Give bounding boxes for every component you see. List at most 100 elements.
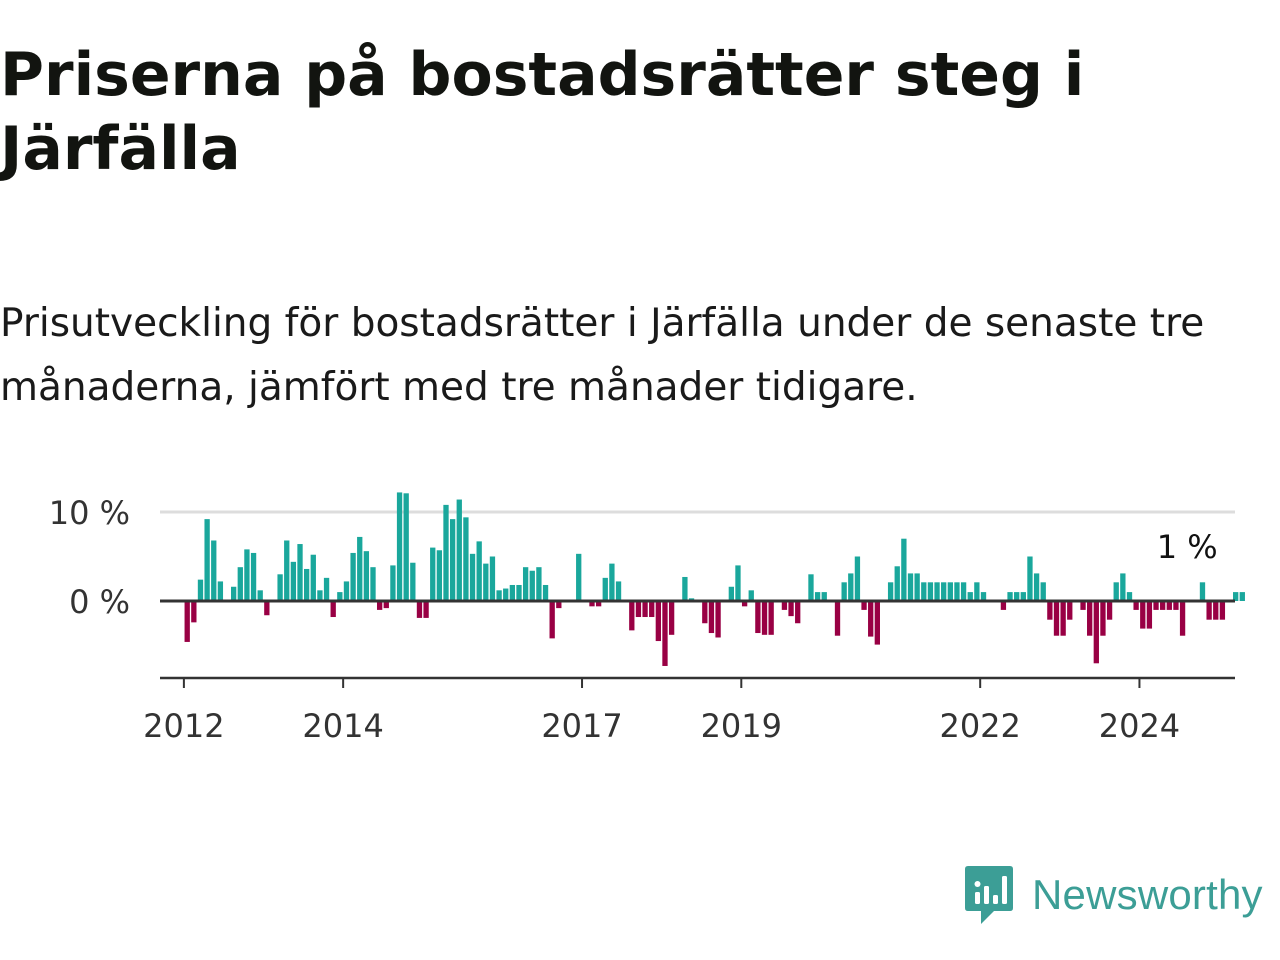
- bar-layer: [184, 492, 1245, 666]
- bar-2015-10: [483, 563, 489, 601]
- bar-2014-01: [343, 581, 350, 601]
- bar-2013-09: [317, 590, 323, 601]
- bar-2023-06: [1093, 601, 1099, 664]
- bar-2019-09: [795, 601, 801, 624]
- bar-undefined: [1213, 601, 1219, 620]
- bar-undefined: [1239, 592, 1245, 601]
- y-tick-label: 0 %: [69, 583, 130, 621]
- bar-2022-07: [1020, 592, 1026, 601]
- bar-2015-07: [463, 517, 469, 601]
- bar-2012-11: [250, 552, 257, 601]
- newsworthy-logo-icon: [965, 866, 1013, 924]
- bar-2021-08: [947, 582, 953, 601]
- bar-2019-03: [755, 601, 761, 634]
- bar-2019-08: [788, 601, 794, 617]
- bar-2017-09: [635, 601, 642, 618]
- bar-2022-10: [1040, 582, 1046, 601]
- x-tick-label: 2017: [541, 707, 622, 745]
- bar-2018-01: [662, 601, 668, 666]
- bar-2020-06: [854, 556, 861, 601]
- bar-2015-01: [423, 601, 429, 618]
- bar-2020-05: [848, 573, 854, 601]
- bar-2016-03: [516, 584, 522, 601]
- bar-2023-07: [1100, 601, 1106, 636]
- bar-2016-05: [529, 570, 535, 601]
- bar-2013-12: [337, 592, 343, 601]
- bar-2021-01: [901, 538, 907, 601]
- bar-2017-10: [642, 601, 648, 618]
- bar-2020-01: [821, 592, 827, 601]
- bar-2020-03: [834, 601, 841, 636]
- axis-layer: [160, 599, 1235, 688]
- bar-2021-06: [934, 582, 940, 601]
- bar-undefined: [1219, 601, 1226, 620]
- bar-2019-04: [761, 601, 768, 635]
- bar-2015-11: [489, 556, 496, 601]
- bar-2018-08: [708, 601, 715, 634]
- bar-2021-12: [974, 582, 980, 601]
- bar-2013-01: [264, 601, 270, 616]
- bar-2017-02: [589, 601, 595, 607]
- bar-2016-09: [556, 601, 562, 609]
- bar-2024-05: [1166, 601, 1172, 610]
- bar-2022-01: [980, 592, 987, 601]
- bar-2018-09: [715, 601, 721, 638]
- bar-2014-02: [350, 552, 356, 601]
- bar-2020-08: [868, 601, 874, 637]
- bar-2019-07: [781, 601, 788, 610]
- bar-2021-03: [914, 573, 920, 601]
- bar-2024-04: [1160, 601, 1166, 610]
- bar-2023-02: [1067, 601, 1073, 620]
- bar-2017-12: [655, 601, 661, 642]
- bar-2023-12: [1133, 601, 1139, 610]
- bar-2024-01: [1140, 601, 1146, 629]
- bar-2012-05: [211, 540, 217, 601]
- bar-2013-04: [284, 540, 290, 601]
- bar-2015-12: [496, 590, 502, 601]
- bar-2016-07: [542, 584, 549, 601]
- bar-2022-12: [1053, 601, 1060, 636]
- bar-2013-05: [290, 561, 297, 601]
- bar-2023-11: [1126, 592, 1133, 601]
- bar-2018-02: [668, 601, 675, 635]
- bar-2020-04: [841, 582, 847, 601]
- bar-2015-08: [469, 553, 476, 601]
- bar-2012-02: [191, 601, 197, 623]
- bar-2012-10: [244, 549, 250, 601]
- x-tick-label: 2012: [143, 707, 224, 745]
- bar-2015-09: [476, 541, 482, 601]
- x-tick-label: 2019: [701, 707, 782, 745]
- bar-2018-07: [702, 601, 708, 624]
- bar-2015-04: [443, 504, 449, 601]
- bar-2013-08: [310, 554, 316, 601]
- bar-undefined: [1199, 582, 1206, 601]
- brand-name: Newsworthy: [1032, 871, 1263, 918]
- bar-2013-03: [277, 574, 283, 601]
- bar-2014-11: [410, 562, 416, 601]
- bar-2021-09: [954, 582, 960, 601]
- x-tick-label: 2022: [939, 707, 1020, 745]
- bar-2016-06: [536, 567, 542, 601]
- bar-2014-03: [357, 536, 363, 601]
- bar-2022-06: [1014, 592, 1020, 601]
- bar-2013-07: [304, 568, 310, 601]
- bar-2015-05: [449, 519, 456, 601]
- bar-2015-03: [436, 550, 443, 601]
- bar-2013-11: [330, 601, 336, 618]
- bar-2020-12: [894, 566, 900, 601]
- x-tick-label: 2014: [302, 707, 383, 745]
- bar-2017-03: [595, 601, 602, 607]
- bar-2022-05: [1007, 592, 1013, 601]
- bar-2024-06: [1173, 601, 1179, 610]
- bar-2013-10: [323, 577, 330, 601]
- bar-2022-04: [1000, 601, 1007, 610]
- bar-2016-01: [503, 588, 509, 601]
- bar-2012-03: [197, 579, 204, 601]
- bar-2023-08: [1106, 601, 1113, 620]
- bar-2014-08: [390, 565, 396, 601]
- bar-2021-07: [941, 582, 947, 601]
- bar-2023-10: [1120, 573, 1126, 601]
- bar-2015-06: [456, 499, 462, 601]
- bar-undefined: [1233, 592, 1239, 601]
- bar-2017-04: [602, 577, 608, 601]
